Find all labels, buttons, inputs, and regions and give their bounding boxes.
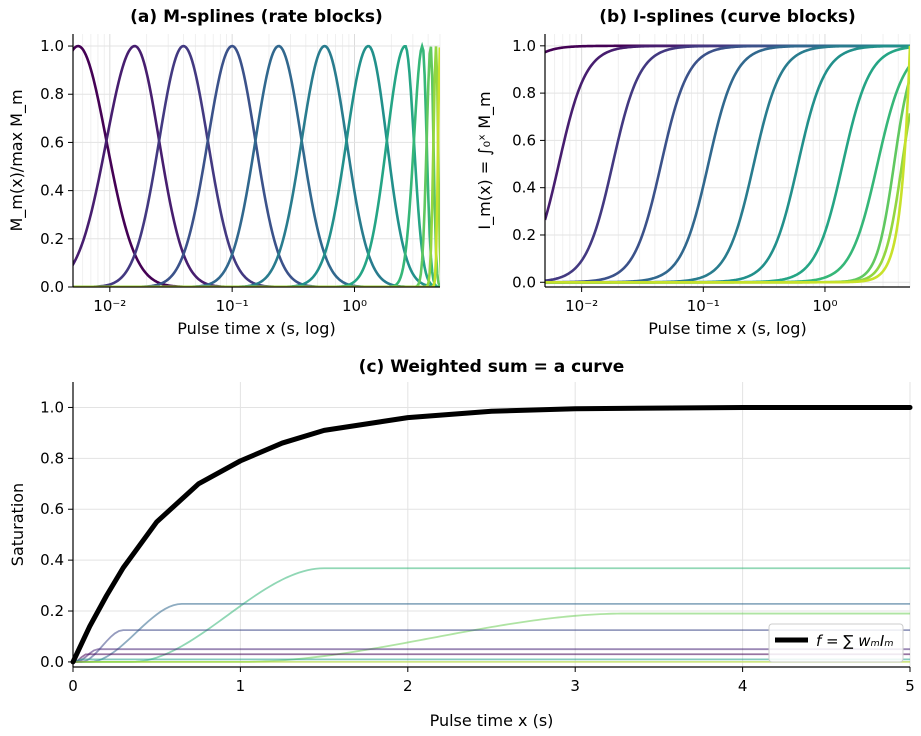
x-tick-label: 0 — [68, 677, 78, 695]
y-tick-label: 0.8 — [40, 85, 64, 103]
y-axis-label: I_m(x) = ∫₀ˣ M_m — [475, 91, 495, 229]
y-axis-label: Saturation — [8, 483, 27, 566]
x-axis-label: Pulse time x (s, log) — [177, 319, 335, 338]
y-tick-label: 1.0 — [40, 37, 64, 55]
x-tick-label: 10⁻² — [93, 297, 126, 315]
mspline-curve-8 — [73, 45, 440, 287]
x-tick-label: 1 — [236, 677, 246, 695]
legend-box — [768, 623, 904, 663]
mspline-curve-7 — [73, 44, 440, 287]
y-tick-label: 0.4 — [512, 179, 536, 197]
y-tick-label: 0.0 — [512, 273, 536, 291]
x-axis-label: Pulse time x (s) — [430, 711, 554, 730]
x-tick-label: 10⁻² — [565, 297, 598, 315]
legend: f = ∑ wₘIₘ — [768, 623, 904, 663]
mspline-curve-2 — [73, 44, 440, 287]
x-tick-label: 3 — [570, 677, 580, 695]
mspline-series — [73, 41, 440, 287]
ispline-curve-12 — [545, 45, 910, 284]
weighted-component-1 — [73, 567, 910, 663]
x-tick-label: 10⁻¹ — [216, 297, 249, 315]
panel-a-mspline-chart: 10⁻² 10⁻¹ 10⁰ 0.0 0.2 0.4 0.6 0.8 1.0 (a) M-splin… — [7, 7, 441, 338]
y-tick-label: 0.0 — [40, 278, 64, 296]
y-tick-label: 0.8 — [512, 84, 536, 102]
y-tick-label: 0.6 — [40, 500, 64, 518]
x-tick-label: 4 — [738, 677, 748, 695]
chart-title: (a) M-splines (rate blocks) — [130, 7, 383, 27]
x-tick-label: 10⁰ — [812, 297, 837, 315]
grid — [544, 34, 911, 287]
panel-c-weighted-sum-chart: 0 1 2 3 4 5 0.0 0.2 0.4 0.6 0.8 1.0 (c) Weighted sum… — [8, 357, 915, 730]
y-tick-label: 0.8 — [40, 449, 64, 467]
y-tick-label: 0.6 — [40, 133, 64, 151]
x-tick-label: 2 — [403, 677, 413, 695]
x-tick-label: 10⁰ — [342, 297, 367, 315]
y-tick-label: 0.0 — [40, 653, 64, 671]
ispline-curve-11 — [545, 113, 910, 284]
y-tick-label: 0.6 — [512, 131, 536, 149]
weighted-component-2 — [73, 602, 910, 663]
x-axis-label: Pulse time x (s, log) — [648, 319, 806, 338]
mspline-curve-6 — [73, 44, 440, 287]
y-tick-label: 0.2 — [512, 226, 536, 244]
ispline-series — [545, 44, 910, 284]
mspline-curve-1 — [73, 44, 440, 287]
x-tick-label: 5 — [905, 677, 915, 695]
sum-curve — [70, 404, 913, 665]
ispline-curve-2 — [545, 44, 910, 221]
chart-title: (b) I-splines (curve blocks) — [599, 7, 855, 27]
chart-title: (c) Weighted sum = a curve — [359, 357, 625, 377]
y-tick-label: 1.0 — [512, 37, 536, 55]
panel-b-ispline-chart: 10⁻² 10⁻¹ 10⁰ 0.0 0.2 0.4 0.6 0.8 1.0 (b) I-splin… — [475, 7, 911, 338]
ispline-curve-9 — [545, 64, 910, 284]
y-tick-label: 0.4 — [40, 551, 64, 569]
y-tick-label: 0.4 — [40, 182, 64, 200]
legend-label: f = ∑ wₘIₘ — [816, 632, 894, 650]
y-tick-label: 1.0 — [40, 398, 64, 416]
x-tick-label: 10⁻¹ — [687, 297, 720, 315]
y-axis-label: M_m(x)/max M_m — [7, 89, 27, 231]
y-tick-label: 0.2 — [40, 230, 64, 248]
y-tick-label: 0.2 — [40, 602, 64, 620]
